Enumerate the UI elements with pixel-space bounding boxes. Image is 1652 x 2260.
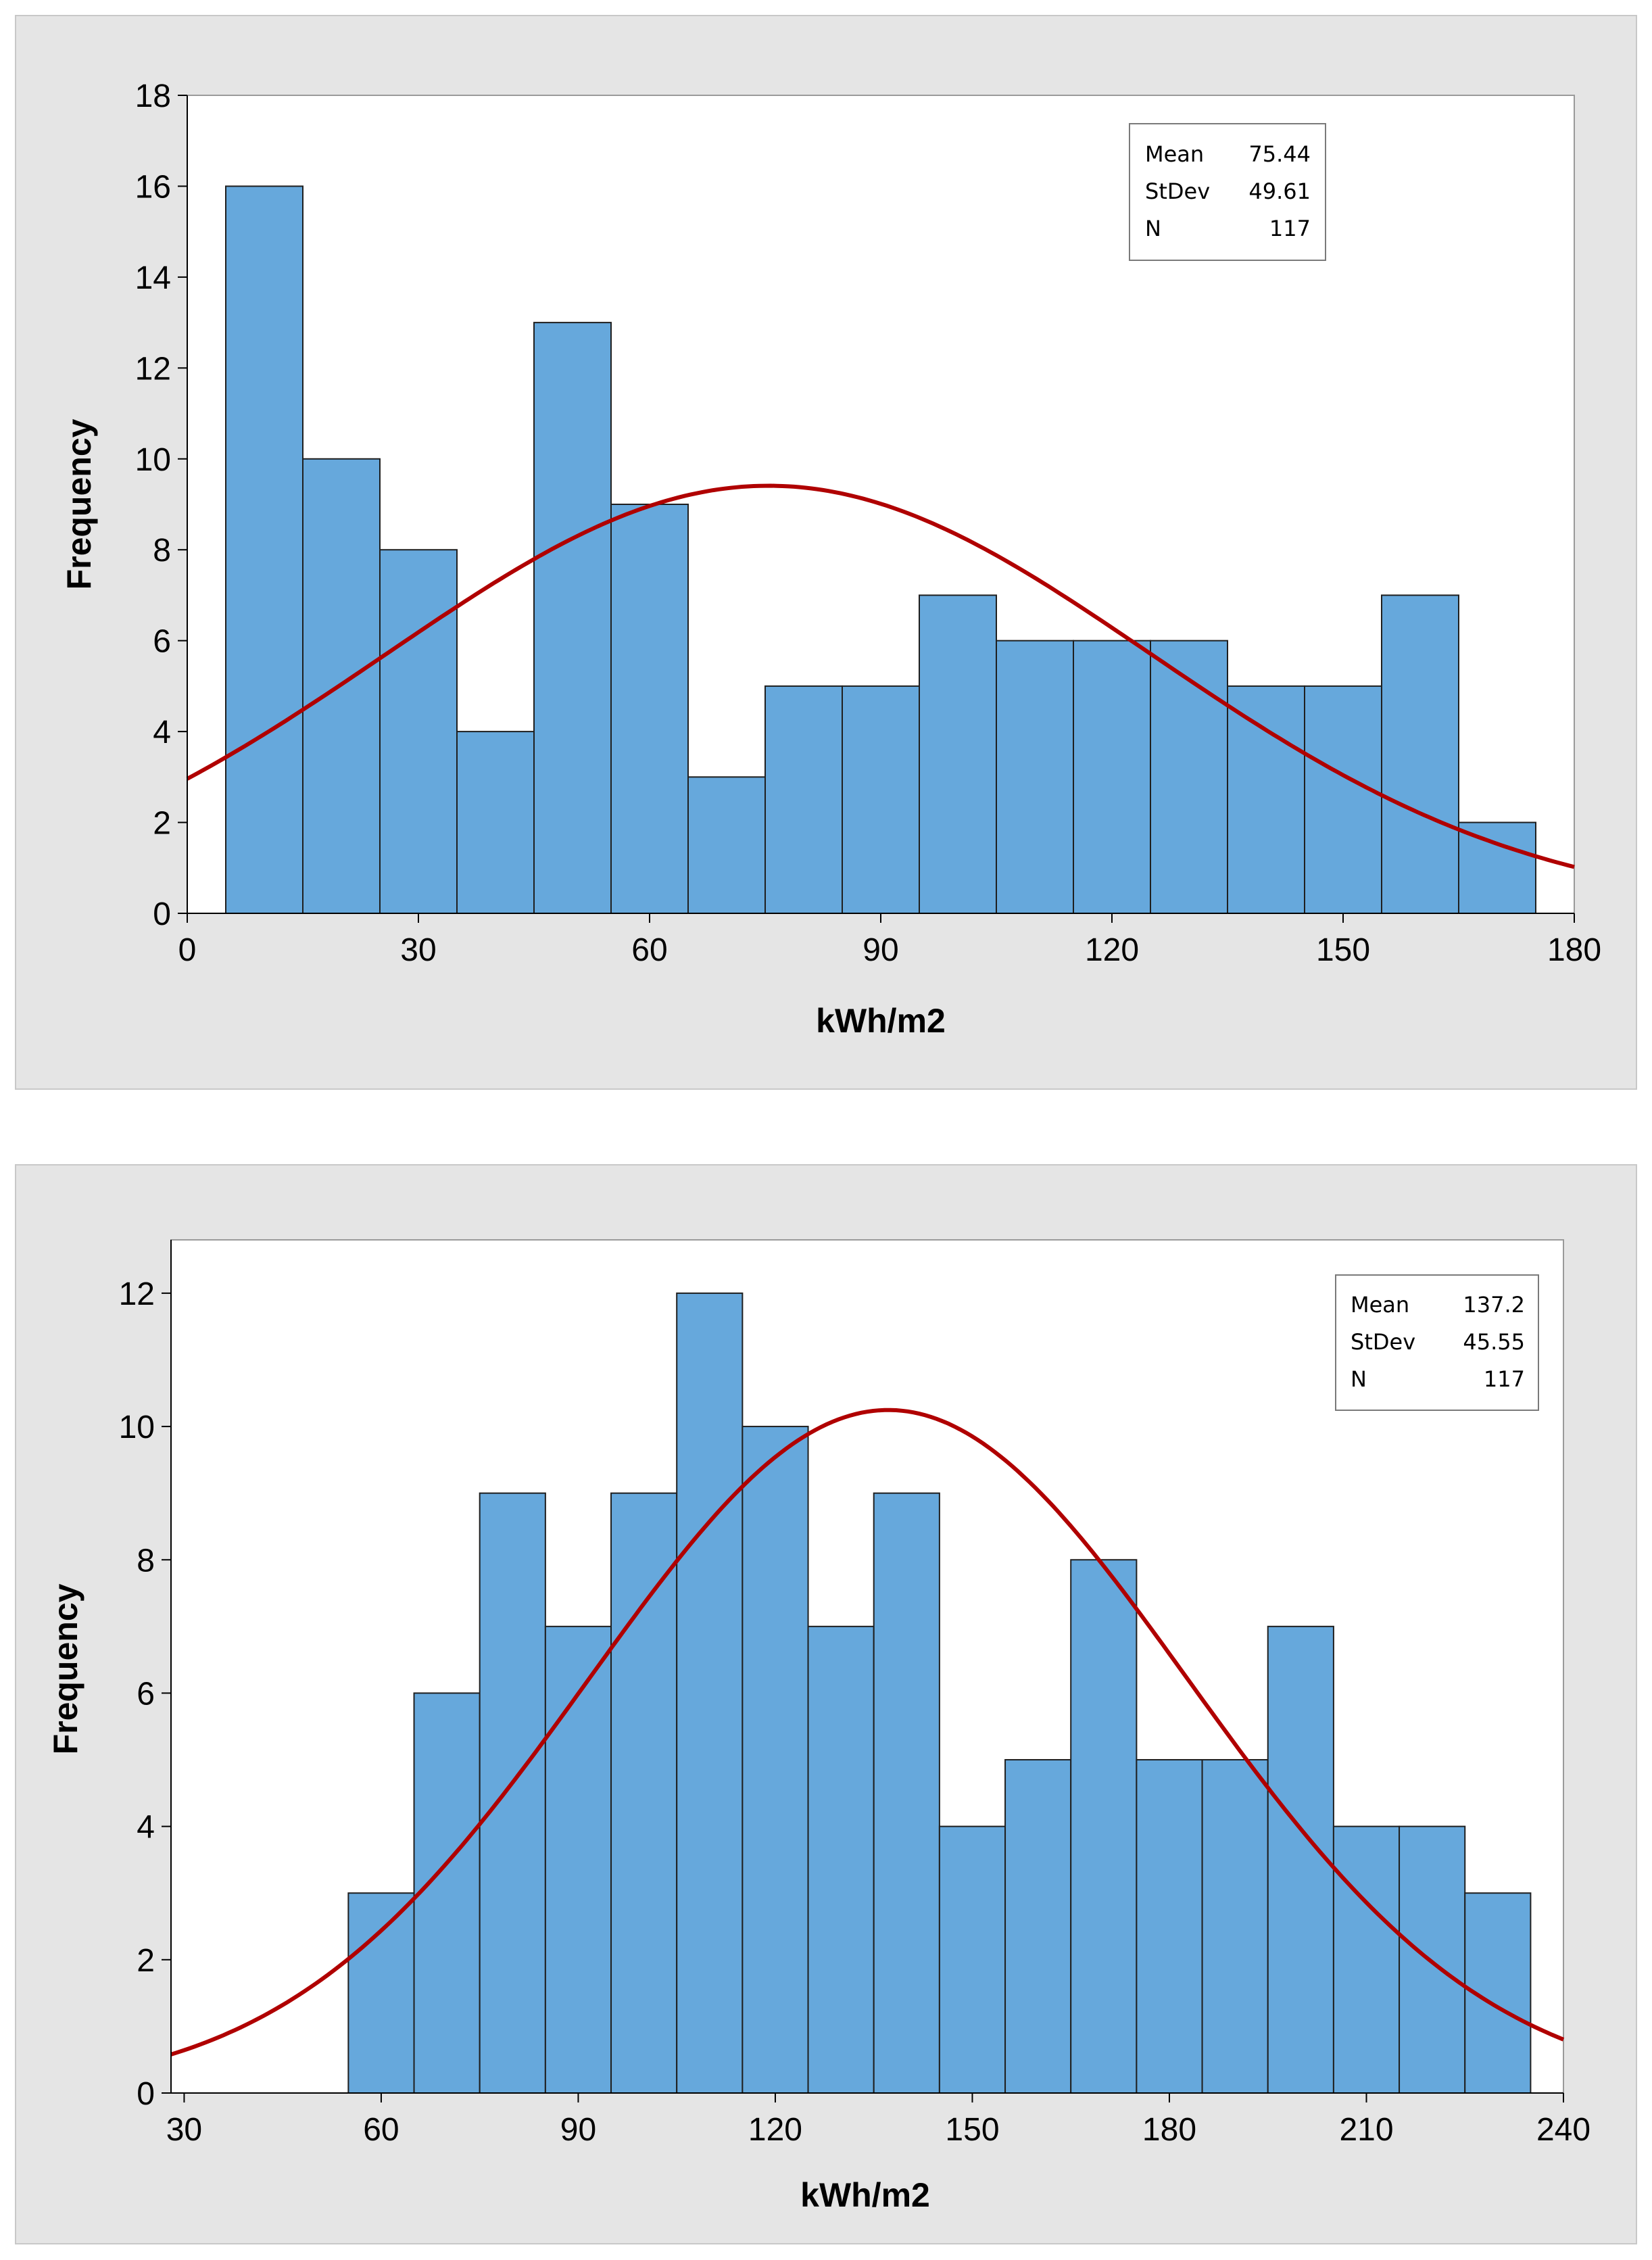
x-axis-title: kWh/m2 [800, 2176, 930, 2214]
n-label: N [1351, 1366, 1367, 1392]
y-tick-label: 4 [137, 1810, 155, 1846]
normal-fit-curve [170, 1408, 1565, 2057]
y-axis-title: Frequency [60, 418, 98, 590]
histogram-bar [1381, 594, 1459, 914]
y-tick-label: 8 [137, 1543, 155, 1579]
y-tick-label: 18 [135, 78, 171, 114]
x-tick-label: 150 [1316, 932, 1370, 968]
y-tick-label: 12 [119, 1276, 155, 1312]
n-value: 117 [1484, 1366, 1525, 1392]
x-tick-label: 30 [400, 932, 436, 968]
mean-value: 137.2 [1463, 1292, 1525, 1318]
n-value: 117 [1269, 216, 1311, 241]
y-tick-label: 6 [137, 1676, 155, 1712]
histogram-bar [873, 1492, 940, 2094]
y-tick-label: 16 [135, 169, 171, 205]
x-tick-label: 180 [1142, 2112, 1196, 2148]
y-tick-label: 4 [153, 715, 171, 750]
histogram-bar [919, 594, 997, 914]
y-tick-label: 8 [153, 533, 171, 569]
stdev-value: 45.55 [1463, 1329, 1525, 1355]
histogram-bar [225, 185, 303, 914]
axes: 0 30 60 90 120 150 180 0 2 4 6 8 10 12 14 16 18 [135, 78, 1601, 968]
y-tick-label: 10 [135, 442, 171, 478]
x-tick-label: 180 [1547, 932, 1601, 968]
x-tick-label: 90 [560, 2112, 596, 2148]
x-tick-label: 120 [1085, 932, 1139, 968]
x-tick-label: 30 [166, 2112, 202, 2148]
bars [347, 1292, 1532, 2094]
histogram-bar [479, 1492, 546, 2094]
stats-box: Mean 137.2 StDev 45.55 N 117 [1335, 1274, 1539, 1411]
histogram-bar [379, 549, 458, 914]
histogram-chart-2: 30 60 90 120 150 180 210 240 0 2 4 6 8 10 12 Frequency… [47, 1239, 1590, 2214]
histogram-panel-2: 30 60 90 120 150 180 210 240 0 2 4 6 8 10 12 Frequency… [15, 1164, 1637, 2244]
y-tick-label: 6 [153, 624, 171, 660]
y-tick-label: 2 [137, 1943, 155, 1979]
bars [225, 185, 1536, 915]
histogram-bar [610, 504, 689, 914]
histogram-bar [996, 640, 1074, 915]
histogram-panel-1: 0 30 60 90 120 150 180 0 2 4 6 8 10 12 14 16 18 Frequenc… [15, 15, 1637, 1090]
histogram-bar [842, 685, 920, 915]
axes: 30 60 90 120 150 180 210 240 0 2 4 6 8 10 12 [119, 1240, 1590, 2148]
stats-box: Mean 75.44 StDev 49.61 N 117 [1129, 123, 1326, 261]
histogram-bar [1150, 640, 1228, 915]
histogram-bar [1201, 1759, 1269, 2094]
histogram-bar [413, 1692, 481, 2094]
x-tick-label: 60 [363, 2112, 399, 2148]
histogram-bar [1073, 640, 1151, 915]
x-tick-label: 150 [945, 2112, 999, 2148]
histogram-bar [610, 1492, 678, 2094]
y-tick-label: 2 [153, 806, 171, 842]
histogram-bar [687, 776, 766, 915]
histogram-bar [764, 685, 843, 915]
histogram-bar [1136, 1759, 1203, 2094]
mean-label: Mean [1351, 1292, 1409, 1318]
y-axis-title: Frequency [47, 1583, 84, 1754]
histogram-bar [938, 1825, 1006, 2094]
y-tick-label: 0 [153, 896, 171, 932]
histogram-bar [533, 322, 612, 915]
x-tick-label: 210 [1339, 2112, 1393, 2148]
x-tick-label: 120 [748, 2112, 802, 2148]
x-axis-title: kWh/m2 [816, 1002, 946, 1040]
x-tick-label: 90 [863, 932, 898, 968]
histogram-bar [1458, 821, 1536, 914]
stdev-label: StDev [1145, 178, 1210, 204]
histogram-bar [1304, 685, 1382, 915]
stdev-value: 49.61 [1248, 178, 1311, 204]
histogram-bar [807, 1625, 875, 2094]
x-tick-label: 60 [631, 932, 667, 968]
y-tick-label: 12 [135, 351, 171, 387]
histogram-chart-1: 0 30 60 90 120 150 180 0 2 4 6 8 10 12 14 16 18 Frequenc… [60, 78, 1601, 1040]
x-tick-label: 240 [1536, 2112, 1590, 2148]
histogram-bar [1227, 685, 1305, 915]
normal-fit-curve [186, 483, 1575, 869]
y-tick-label: 14 [135, 260, 171, 296]
x-tick-label: 0 [178, 932, 197, 968]
histogram-bar [1004, 1759, 1072, 2094]
y-tick-label: 10 [119, 1410, 155, 1445]
histogram-bar [456, 731, 535, 914]
y-tick-label: 0 [137, 2076, 155, 2112]
histogram-bar [1332, 1825, 1401, 2094]
histogram-bar [1070, 1559, 1138, 2094]
mean-label: Mean [1145, 141, 1204, 167]
histogram-bar [347, 1892, 415, 2094]
histogram-bar [1267, 1625, 1334, 2094]
n-label: N [1145, 216, 1161, 241]
histogram-bar [742, 1426, 809, 2094]
histogram-bar [676, 1292, 744, 2094]
mean-value: 75.44 [1248, 141, 1311, 167]
stdev-label: StDev [1351, 1329, 1415, 1355]
